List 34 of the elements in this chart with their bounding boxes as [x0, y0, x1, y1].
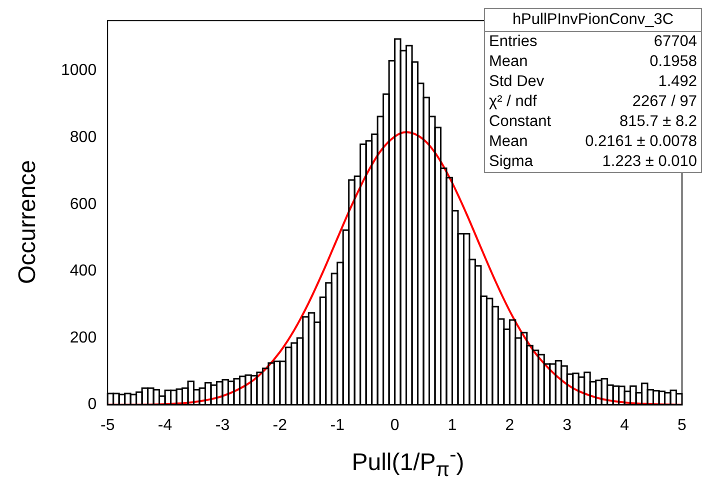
annotation: 67704	[654, 32, 697, 52]
annotation: 2267 / 97	[632, 92, 697, 112]
x-tick-label: -5	[100, 416, 115, 434]
annotation: χ² / ndf	[489, 92, 537, 112]
annotation: Entries	[489, 32, 538, 52]
annotation: 0.2161 ± 0.0078	[585, 132, 697, 152]
annotation: Std Dev	[489, 72, 544, 92]
annotation: 0.1958	[650, 52, 697, 72]
x-tick-label: 1	[448, 416, 457, 434]
y-tick-label: 0	[88, 396, 97, 414]
y-tick-label: 1000	[61, 62, 97, 80]
annotation: 1.492	[658, 72, 697, 92]
x-tick-label: 2	[505, 416, 514, 434]
annotation: Mean	[489, 132, 528, 152]
x-tick-label: -2	[272, 416, 288, 434]
x-tick-label: 5	[678, 416, 687, 434]
x-tick-label: -4	[158, 416, 172, 434]
y-axis-title: Occurrence	[14, 158, 42, 286]
y-tick-label: 200	[70, 329, 97, 346]
annotation: Constant	[489, 112, 552, 132]
x-tick-label: 0	[390, 416, 400, 434]
x-tick-label: -1	[330, 416, 345, 434]
y-tick-label: 400	[70, 262, 97, 280]
x-tick-label: 4	[620, 416, 630, 434]
annotation: 1.223 ± 0.010	[602, 152, 697, 172]
y-tick-label: 600	[70, 196, 97, 213]
x-axis-title: Pull(1/P$_{π}$$^{-}$)	[350, 444, 466, 482]
annotation: hPullPInvPionConv_3C	[485, 9, 701, 32]
annotation: Mean	[489, 52, 528, 72]
x-tick-label: 3	[562, 416, 572, 434]
x-tick-label: -3	[215, 416, 230, 434]
annotation: 815.7 ± 8.2	[620, 112, 697, 132]
y-tick-label: 800	[70, 128, 97, 146]
annotation: Sigma	[489, 152, 533, 172]
